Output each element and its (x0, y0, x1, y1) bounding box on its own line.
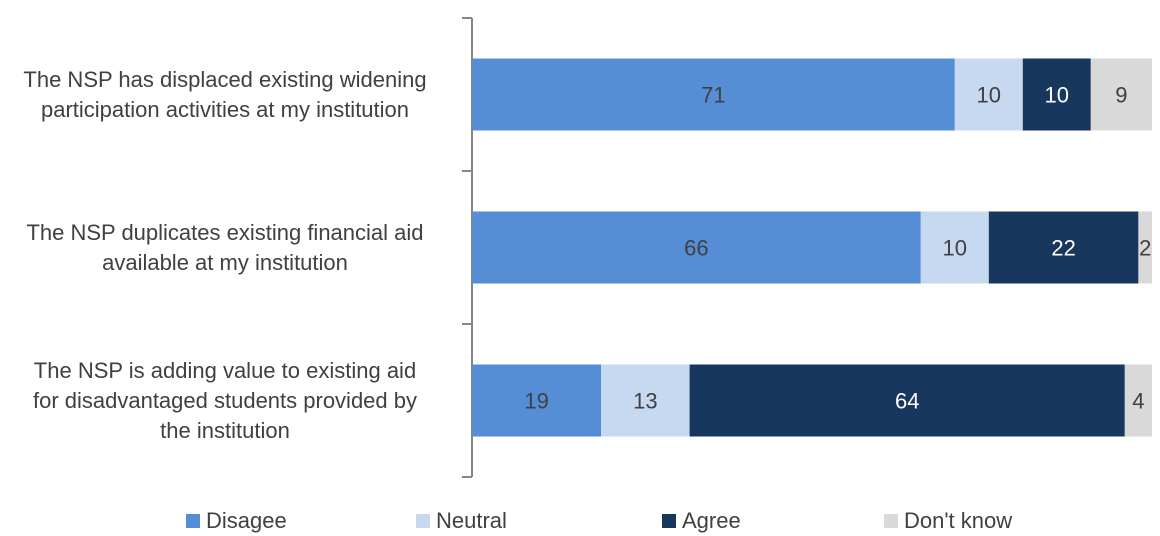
category-label-line: for disadvantaged students provided by (32, 387, 418, 413)
legend-item-agree: Agree (662, 508, 741, 534)
legend-item-neutral: Neutral (416, 508, 507, 534)
legend-item-don-t-know: Don't know (884, 508, 1012, 534)
bar-neutral-2 (920, 211, 989, 284)
legend-label: Agree (682, 508, 741, 533)
legend-swatch (186, 514, 200, 528)
data-label: 64 (895, 389, 919, 414)
legend-label: Disagee (206, 508, 287, 533)
bar-neutral-3 (601, 364, 690, 437)
y-axis (462, 17, 473, 478)
category-label-line: The NSP has displaced existing widening (23, 66, 427, 92)
legend: Disagee Neutral Agree Don't know (0, 508, 1160, 536)
data-label: 66 (684, 236, 708, 261)
data-label: 19 (524, 389, 548, 414)
bar-agree-1 (1022, 58, 1091, 131)
category-label: The NSP duplicates existing financial ai… (0, 218, 450, 278)
category-label: The NSP has displaced existing widening p… (0, 65, 450, 125)
legend-swatch (662, 514, 676, 528)
data-label: 4 (1132, 389, 1144, 414)
legend-swatch (884, 514, 898, 528)
bar-agree-2 (988, 211, 1139, 284)
data-label: 9 (1115, 83, 1127, 108)
bar-neutral-1 (954, 58, 1023, 131)
data-label: 10 (1045, 83, 1069, 108)
bar-don-t-know-3 (1124, 364, 1152, 437)
data-label: 22 (1051, 236, 1075, 261)
data-label: 13 (633, 389, 657, 414)
legend-item-disagee: Disagee (186, 508, 287, 534)
data-label: 10 (977, 83, 1001, 108)
category-label-line: available at my institution (102, 249, 348, 275)
bar-don-t-know-1 (1090, 58, 1152, 131)
category-label-line: the institution (160, 417, 290, 443)
legend-label: Neutral (436, 508, 507, 533)
category-label-line: participation activities at my instituti… (40, 96, 410, 122)
data-label: 2 (1139, 236, 1151, 261)
bar-disagee-3 (472, 364, 602, 437)
legend-swatch (416, 514, 430, 528)
category-label: The NSP is adding value to existing aid f… (0, 356, 450, 446)
data-label: 10 (943, 236, 967, 261)
bar-disagee-1 (472, 58, 955, 131)
bar-agree-3 (689, 364, 1125, 437)
data-label: 71 (701, 83, 725, 108)
category-label-line: The NSP is adding value to existing aid (33, 357, 417, 383)
bar-don-t-know-2 (1138, 211, 1152, 284)
bar-disagee-2 (472, 211, 921, 284)
legend-label: Don't know (904, 508, 1013, 533)
bars: 71 10 10 966 10 22 219 13 64 4 (472, 58, 1152, 437)
category-label-line: The NSP duplicates existing financial ai… (26, 219, 424, 245)
